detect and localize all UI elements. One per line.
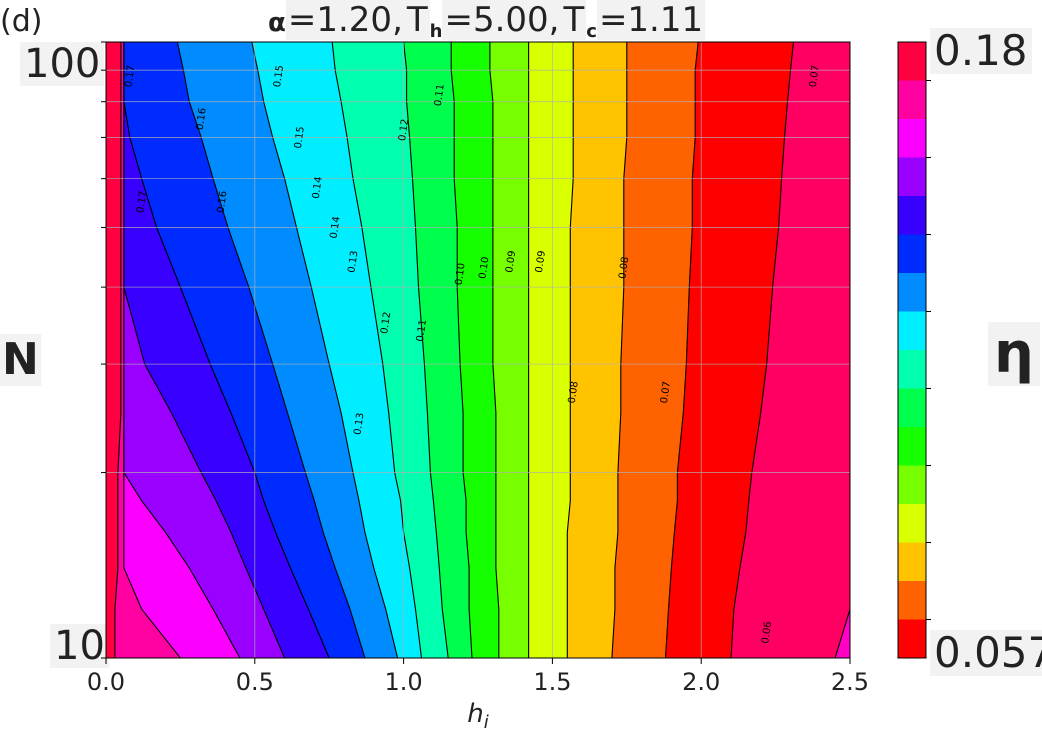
colorbar-segment bbox=[898, 465, 926, 505]
colorbar bbox=[897, 41, 931, 659]
colorbar-segment bbox=[898, 581, 926, 620]
contour-label: 0.10 bbox=[454, 262, 468, 286]
colorbar-segment bbox=[898, 119, 926, 158]
y-axis-label: N bbox=[0, 334, 41, 386]
contour-label: 0.07 bbox=[808, 64, 822, 88]
title-tc-value: =1.11 bbox=[596, 0, 706, 40]
contour-band bbox=[528, 42, 574, 658]
contour-label: 0.11 bbox=[415, 319, 429, 343]
contour-label: 0.06 bbox=[760, 621, 774, 645]
colorbar-frame bbox=[897, 41, 927, 659]
contour-label: 0.16 bbox=[216, 190, 230, 214]
x-tick-label: 2.0 bbox=[682, 668, 720, 696]
y-tick-label-top: 100 bbox=[20, 42, 105, 86]
x-axis-label-sub: i bbox=[484, 712, 489, 733]
x-axis-ticks: 0.0 0.5 1.0 1.5 2.0 2.5 bbox=[87, 658, 869, 696]
title-alpha-symbol: α bbox=[268, 8, 286, 38]
contour-label: 0.12 bbox=[379, 311, 393, 335]
contour-label: 0.14 bbox=[329, 216, 343, 240]
colorbar-segment bbox=[898, 427, 926, 466]
colorbar-segment bbox=[898, 311, 926, 351]
contour-label: 0.13 bbox=[347, 250, 361, 274]
contour-label: 0.10 bbox=[477, 256, 491, 280]
contour-label: 0.17 bbox=[123, 64, 137, 88]
colorbar-title: η bbox=[988, 322, 1040, 386]
contour-label: 0.16 bbox=[195, 107, 209, 131]
contour-label: 0.12 bbox=[397, 118, 411, 142]
colorbar-segment bbox=[898, 196, 926, 235]
x-tick-label: 1.0 bbox=[385, 668, 423, 696]
title-alpha-value: =1.20, bbox=[285, 0, 405, 40]
x-tick-label: 1.5 bbox=[533, 668, 571, 696]
panel-label: (d) bbox=[0, 4, 43, 39]
colorbar-segment bbox=[898, 42, 926, 81]
x-axis-label-main: h bbox=[467, 699, 483, 729]
colorbar-bottom-label: 0.057 bbox=[930, 630, 1042, 676]
colorbar-segment bbox=[898, 388, 926, 428]
title-tc-symbol: T bbox=[561, 0, 587, 40]
colorbar-segment bbox=[898, 542, 926, 582]
contour-label: 0.11 bbox=[433, 83, 447, 107]
y-axis-ticks bbox=[101, 41, 106, 659]
contour-fills bbox=[106, 42, 850, 658]
contour-label: 0.08 bbox=[567, 381, 581, 405]
colorbar-segment bbox=[898, 350, 926, 389]
colorbar-segment bbox=[898, 273, 926, 312]
contour-label: 0.13 bbox=[352, 412, 366, 436]
x-axis-label: hi bbox=[467, 699, 489, 733]
colorbar-segment bbox=[898, 619, 926, 659]
contour-label: 0.14 bbox=[311, 176, 325, 200]
colorbar-segment bbox=[898, 234, 926, 274]
title-th-symbol: T bbox=[404, 0, 430, 40]
y-tick-label-bottom: 10 bbox=[50, 624, 109, 668]
colorbar-segment bbox=[898, 80, 926, 120]
contour-labels: 0.17 0.17 0.16 0.16 0.15 0.15 0.14 0.14 0.13 0.13… bbox=[123, 64, 821, 644]
contour-label: 0.15 bbox=[293, 126, 307, 150]
contour-label: 0.07 bbox=[659, 381, 673, 405]
colorbar-segment bbox=[898, 504, 926, 543]
title-tc-sub: c bbox=[586, 21, 597, 42]
colorbar-segment bbox=[898, 157, 926, 197]
x-tick-label: 2.5 bbox=[831, 668, 869, 696]
x-tick-label: 0.5 bbox=[236, 668, 274, 696]
contour-label: 0.09 bbox=[504, 250, 518, 274]
plot-frame bbox=[105, 41, 851, 659]
title-th-sub: h bbox=[429, 21, 443, 42]
contour-label: 0.17 bbox=[135, 190, 149, 214]
title-th-value: =5.00, bbox=[442, 0, 562, 40]
contour-label: 0.15 bbox=[272, 64, 286, 88]
x-tick-label: 0.0 bbox=[87, 668, 125, 696]
contour-label: 0.09 bbox=[534, 250, 548, 274]
contour-label: 0.08 bbox=[617, 256, 631, 280]
colorbar-top-label: 0.18 bbox=[930, 28, 1032, 74]
